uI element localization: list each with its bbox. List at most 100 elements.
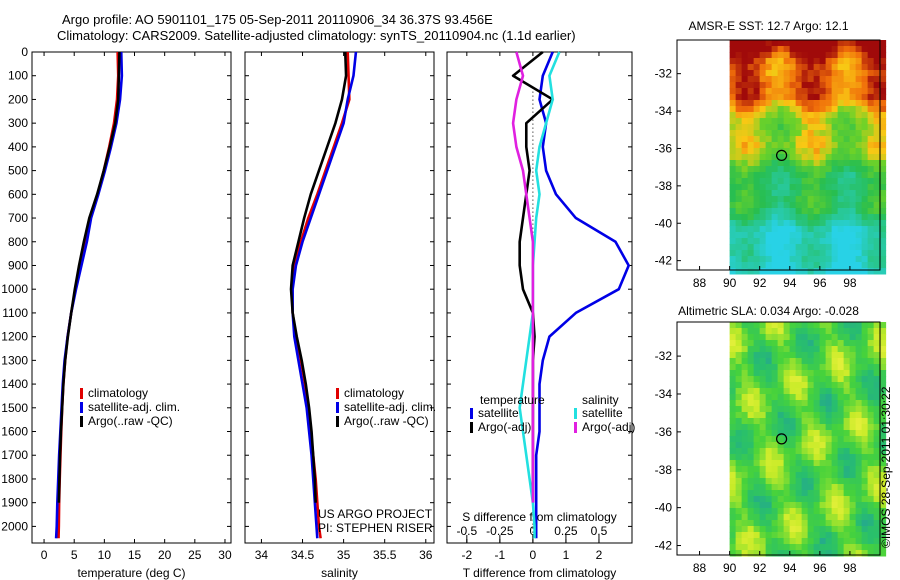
- map-cell: [753, 400, 761, 407]
- map-cell: [765, 148, 773, 155]
- map-cell: [735, 538, 743, 545]
- map-cell: [741, 388, 749, 395]
- map-cell: [855, 358, 863, 365]
- map-cell: [783, 184, 791, 191]
- map-cell: [741, 64, 749, 71]
- map-cell: [867, 538, 875, 545]
- map-cell: [783, 424, 791, 431]
- map-cell: [741, 124, 749, 131]
- map-cell: [759, 508, 767, 515]
- map-cell: [771, 268, 779, 275]
- map-cell: [879, 100, 887, 107]
- map-cell: [759, 172, 767, 179]
- map-cell: [765, 214, 773, 221]
- map-cell: [867, 268, 875, 275]
- map-cell: [819, 544, 827, 551]
- map-cell: [873, 346, 881, 353]
- map-cell: [813, 412, 821, 419]
- map-cell: [861, 70, 869, 77]
- map-cell: [759, 262, 767, 269]
- map-cell: [879, 154, 887, 161]
- map-cell: [729, 418, 737, 425]
- map-cell: [825, 532, 833, 539]
- map-cell: [765, 40, 773, 47]
- map-cell: [747, 172, 755, 179]
- map-cell: [837, 154, 845, 161]
- map-cell: [831, 268, 839, 275]
- map-cell: [861, 322, 869, 329]
- map-cell: [801, 454, 809, 461]
- map-cell: [759, 124, 767, 131]
- map-cell: [819, 112, 827, 119]
- map-cell: [789, 214, 797, 221]
- map-cell: [789, 136, 797, 143]
- map-cell: [861, 58, 869, 65]
- map-cell: [867, 118, 875, 125]
- map-cell: [849, 352, 857, 359]
- map-cell: [771, 70, 779, 77]
- map-cell: [759, 118, 767, 125]
- map-cell: [729, 544, 737, 551]
- map-cell: [855, 490, 863, 497]
- map-cell: [825, 496, 833, 503]
- map-cell: [861, 502, 869, 509]
- map-cell: [741, 490, 749, 497]
- map-cell: [741, 442, 749, 449]
- map-cell: [729, 460, 737, 467]
- map-cell: [849, 136, 857, 143]
- map-cell: [771, 400, 779, 407]
- map-cell: [729, 214, 737, 221]
- map-cell: [741, 136, 749, 143]
- map-cell: [807, 382, 815, 389]
- map-cell: [879, 94, 887, 101]
- map-cell: [831, 484, 839, 491]
- map-cell: [849, 346, 857, 353]
- map-cell: [879, 58, 887, 65]
- map-cell: [783, 508, 791, 515]
- map-cell: [801, 184, 809, 191]
- map-cell: [783, 472, 791, 479]
- map-cell: [771, 538, 779, 545]
- map-cell: [837, 406, 845, 413]
- map-cell: [849, 514, 857, 521]
- map-cell: [849, 154, 857, 161]
- map-cell: [753, 430, 761, 437]
- map-cell: [807, 412, 815, 419]
- map-cell: [819, 484, 827, 491]
- map-cell: [849, 400, 857, 407]
- map-cell: [861, 400, 869, 407]
- map-cell: [879, 442, 887, 449]
- map-cell: [867, 490, 875, 497]
- map-cell: [747, 352, 755, 359]
- map-cell: [741, 418, 749, 425]
- map-cell: [873, 190, 881, 197]
- map-cell: [831, 130, 839, 137]
- map-cell: [729, 148, 737, 155]
- map-cell: [843, 52, 851, 59]
- map-x-tick-label: 88: [693, 276, 707, 290]
- map-cell: [867, 544, 875, 551]
- map-cell: [801, 436, 809, 443]
- map-cell: [795, 184, 803, 191]
- map-cell: [729, 82, 737, 89]
- map-cell: [861, 166, 869, 173]
- map-cell: [741, 394, 749, 401]
- map-cell: [759, 370, 767, 377]
- map-cell: [747, 406, 755, 413]
- map-cell: [807, 268, 815, 275]
- map-cell: [819, 226, 827, 233]
- legend-label: satellite-adj. clim.: [88, 400, 180, 414]
- map-cell: [795, 448, 803, 455]
- map-cell: [789, 424, 797, 431]
- map-cell: [765, 358, 773, 365]
- map-cell: [753, 46, 761, 53]
- map-cell: [879, 406, 887, 413]
- map-cell: [831, 148, 839, 155]
- map-cell: [879, 322, 887, 329]
- map-cell: [843, 46, 851, 53]
- map-cell: [753, 436, 761, 443]
- map-cell: [783, 430, 791, 437]
- map-cell: [729, 166, 737, 173]
- map-cell: [873, 256, 881, 263]
- map-cell: [753, 76, 761, 83]
